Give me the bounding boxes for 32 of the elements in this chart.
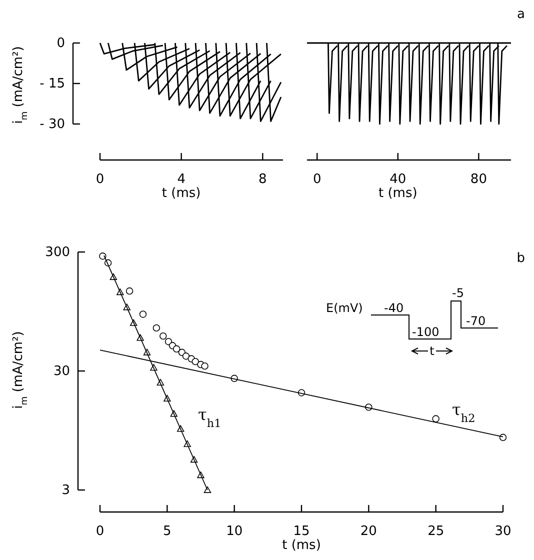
y-tick-label: 0 <box>56 36 65 52</box>
y-tick-label: - 30 <box>40 117 65 132</box>
y-tick-label: - 15 <box>40 76 65 92</box>
x-tick-label: 8 <box>258 172 267 188</box>
x-axis-title: t (ms) <box>378 186 418 201</box>
x-tick-label: 0 <box>96 172 104 188</box>
annotation: -100 <box>412 325 440 339</box>
chart-title: b <box>516 251 525 266</box>
x-tick-label: 80 <box>470 172 487 188</box>
x-tick-label: 5 <box>163 524 172 540</box>
annotation: τ$_{h2}$ <box>452 400 476 424</box>
x-tick-label: 15 <box>293 524 310 540</box>
x-tick-label: 25 <box>428 524 444 540</box>
annotation: E(mV) <box>326 301 363 315</box>
annotation: τ$_{h1}$ <box>198 405 222 430</box>
y-tick-label: 300 <box>45 245 70 260</box>
chart-title: a <box>517 7 525 22</box>
annotation: -40 <box>384 301 404 315</box>
x-tick-label: 0 <box>96 524 104 540</box>
x-tick-label: 4 <box>177 172 186 188</box>
x-axis-title: t (ms) <box>282 538 321 553</box>
y-tick-label: 30 <box>53 364 70 380</box>
y-tick-label: 3 <box>62 483 70 498</box>
x-tick-label: 40 <box>390 172 406 188</box>
x-tick-label: 10 <box>226 524 243 540</box>
annotation: -70 <box>466 314 486 328</box>
x-tick-label: 0 <box>312 172 322 188</box>
x-axis-title: t (ms) <box>162 186 201 201</box>
annotation: t <box>430 344 435 358</box>
x-tick-label: 30 <box>494 524 512 540</box>
annotation: -5 <box>452 286 464 300</box>
x-tick-label: 20 <box>360 524 377 540</box>
